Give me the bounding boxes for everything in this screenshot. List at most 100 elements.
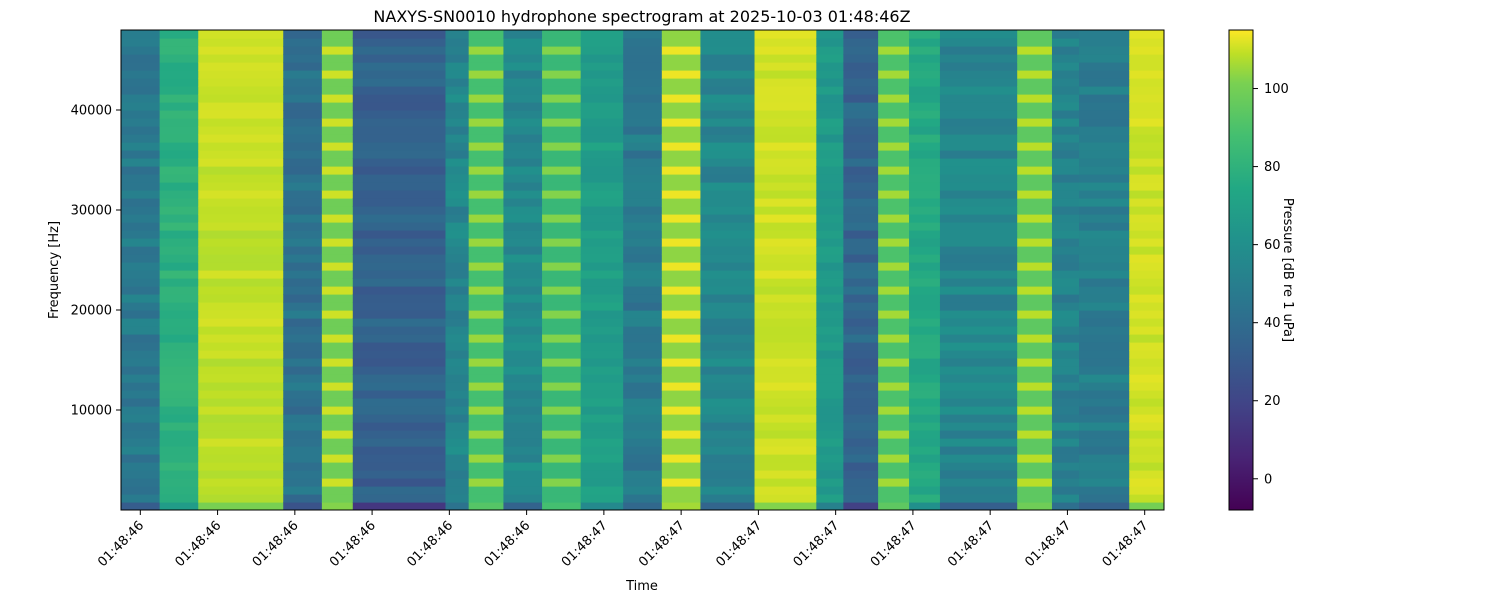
heatmap-cell [159, 230, 199, 239]
heatmap-cell [468, 478, 505, 487]
heatmap-cell [542, 110, 582, 119]
heatmap-cell [909, 454, 941, 463]
heatmap-cell [580, 110, 624, 119]
heatmap-cell [321, 30, 354, 39]
heatmap-cell [1129, 126, 1164, 135]
heatmap-cell [1079, 342, 1130, 351]
heatmap-cell [321, 54, 354, 63]
heatmap-cell [1051, 70, 1080, 79]
heatmap-cell [321, 422, 354, 431]
heatmap-cell [816, 286, 844, 295]
heatmap-cell [580, 334, 624, 343]
heatmap-cell [1129, 486, 1164, 495]
heatmap-cell [1017, 406, 1053, 415]
heatmap-cell [700, 438, 756, 447]
heatmap-cell [878, 86, 910, 95]
heatmap-cell [503, 134, 543, 143]
heatmap-cell [939, 94, 1018, 103]
heatmap-cell [700, 494, 756, 503]
heatmap-cell [661, 230, 702, 239]
heatmap-cell [468, 414, 505, 423]
heatmap-cell [878, 390, 910, 399]
heatmap-cell [1051, 478, 1080, 487]
heatmap-cell [503, 78, 543, 87]
heatmap-cell [159, 46, 199, 55]
heatmap-cell [580, 54, 624, 63]
heatmap-cell [321, 254, 354, 263]
heatmap-cell [503, 86, 543, 95]
heatmap-cell [909, 78, 941, 87]
heatmap-cell [352, 238, 447, 247]
heatmap-cell [159, 126, 199, 135]
heatmap-cell [468, 86, 505, 95]
heatmap-cell [1017, 182, 1053, 191]
heatmap-cell [321, 446, 354, 455]
heatmap-cell [1051, 494, 1080, 503]
heatmap-cell [843, 342, 879, 351]
heatmap-cell [352, 54, 447, 63]
heatmap-cell [468, 158, 505, 167]
heatmap-cell [939, 430, 1018, 439]
heatmap-cell [700, 502, 756, 510]
heatmap-cell [1079, 206, 1130, 215]
heatmap-cell [198, 230, 284, 239]
heatmap-cell [661, 238, 702, 247]
heatmap-cell [321, 102, 354, 111]
heatmap-cell [1129, 230, 1164, 239]
heatmap-cell [1079, 126, 1130, 135]
heatmap-cell [816, 182, 844, 191]
heatmap-cell [445, 94, 470, 103]
heatmap-cell [843, 366, 879, 375]
heatmap-cell [1017, 246, 1053, 255]
heatmap-cell [623, 270, 663, 279]
heatmap-cell [1129, 38, 1164, 47]
heatmap-cell [878, 38, 910, 47]
heatmap-cell [503, 422, 543, 431]
heatmap-cell [909, 46, 941, 55]
heatmap-cell [754, 294, 817, 303]
heatmap-cell [939, 110, 1018, 119]
heatmap-cell [198, 438, 284, 447]
heatmap-cell [1017, 110, 1053, 119]
heatmap-cell [468, 350, 505, 359]
heatmap-cell [878, 350, 910, 359]
heatmap-cell [700, 454, 756, 463]
heatmap-cell [503, 62, 543, 71]
heatmap-cell [623, 294, 663, 303]
heatmap-cell [445, 118, 470, 127]
heatmap-cell [1129, 470, 1164, 479]
heatmap-cell [1017, 494, 1053, 503]
heatmap-cell [1017, 302, 1053, 311]
heatmap-cell [623, 254, 663, 263]
heatmap-cell [843, 438, 879, 447]
heatmap-cell [352, 390, 447, 399]
heatmap-cell [503, 374, 543, 383]
heatmap-cell [542, 78, 582, 87]
heatmap-cell [623, 366, 663, 375]
heatmap-cell [623, 406, 663, 415]
heatmap-cell [754, 278, 817, 287]
heatmap-cell [445, 150, 470, 159]
heatmap-cell [1079, 246, 1130, 255]
heatmap-cell [878, 382, 910, 391]
heatmap-cell [623, 494, 663, 503]
heatmap-cell [816, 150, 844, 159]
colorbar-tick-label: 100 [1264, 82, 1289, 97]
heatmap-cell [661, 166, 702, 175]
heatmap-cell [580, 30, 624, 39]
heatmap-cell [121, 302, 161, 311]
heatmap-cell [159, 350, 199, 359]
heatmap-cell [843, 334, 879, 343]
heatmap-cell [283, 470, 323, 479]
heatmap-cell [623, 278, 663, 287]
heatmap-cell [843, 54, 879, 63]
heatmap-cell [580, 454, 624, 463]
x-tick-label: 01:48:46 [327, 518, 379, 570]
heatmap-cell [909, 358, 941, 367]
heatmap-cell [198, 262, 284, 271]
heatmap-cell [121, 166, 161, 175]
heatmap-cell [503, 110, 543, 119]
heatmap-cell [121, 502, 161, 510]
heatmap-cell [843, 150, 879, 159]
